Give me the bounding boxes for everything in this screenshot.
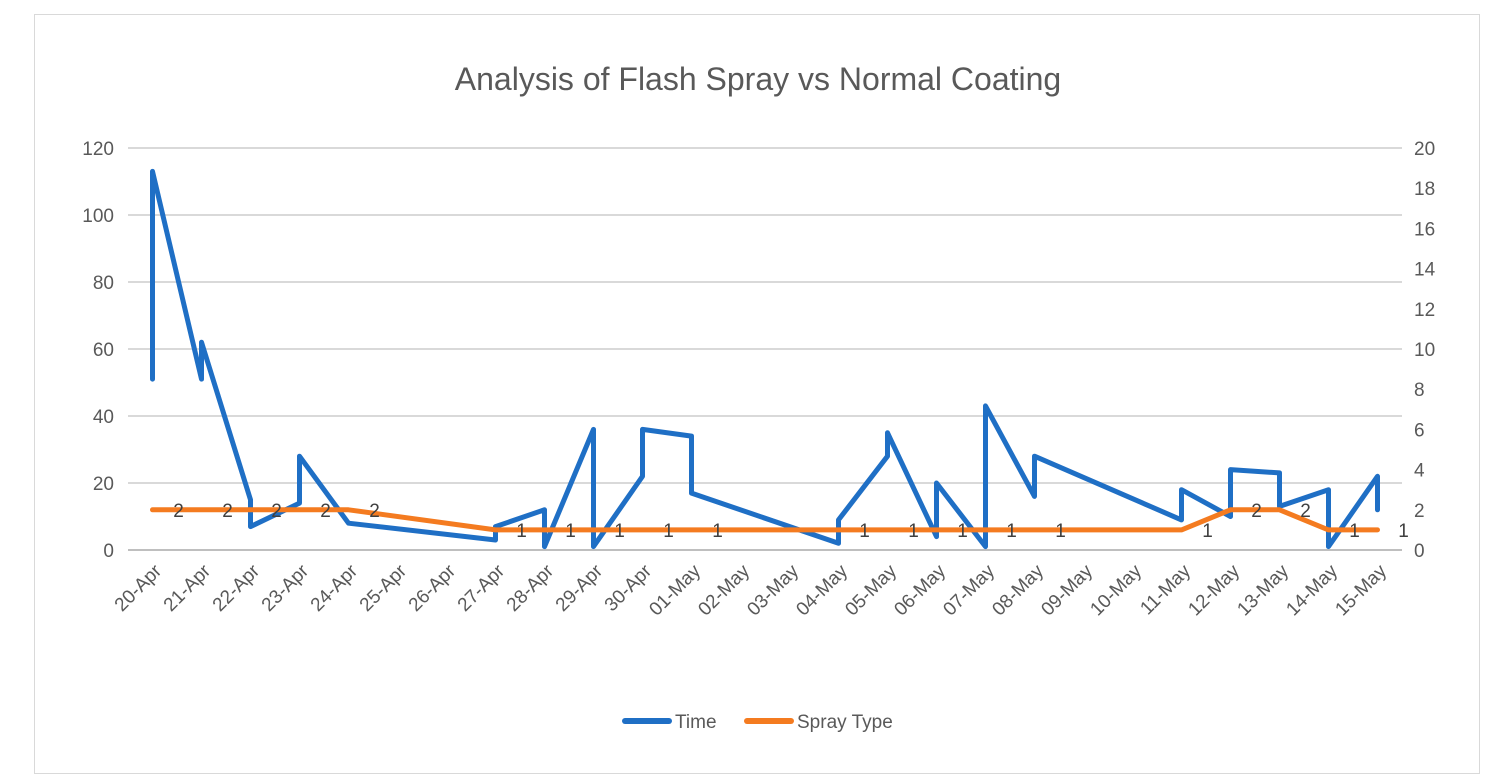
x-tick-label: 05-May [841,560,901,620]
legend-label-time: Time [675,712,717,733]
data-label: 2 [271,501,282,522]
x-tick-label: 23-Apr [258,560,314,616]
x-tick-label: 26-Apr [405,560,461,616]
x-tick-label: 06-May [890,560,950,620]
y-right-tick-label: 0 [1414,541,1425,562]
data-labels: 2 2 2 2 2 1 1 1 1 1 1 1 1 1 1 1 2 2 1 1 [173,501,1409,542]
y-left-tick-label: 100 [82,206,114,227]
data-label: 1 [712,521,723,542]
y-right-tick-label: 8 [1414,380,1425,401]
x-tick-label: 25-Apr [356,560,412,616]
data-label: 1 [1006,521,1017,542]
y-left-tick-label: 40 [93,407,114,428]
y-right-tick-label: 18 [1414,179,1435,200]
y-right-tick-label: 14 [1414,260,1436,281]
y-left-tick-label: 20 [93,474,114,495]
data-label: 1 [516,521,527,542]
y-right-tick-label: 20 [1414,139,1435,160]
data-label: 1 [957,521,968,542]
x-tick-label: 11-May [1136,560,1195,619]
data-label: 1 [565,521,576,542]
x-tick-label: 08-May [988,560,1048,620]
x-tick-label: 01-May [645,560,705,620]
y-axis-right: 0 2 4 6 8 10 12 14 16 18 20 [1414,139,1436,562]
x-tick-label: 21-Apr [160,560,216,616]
y-right-tick-label: 12 [1414,300,1435,321]
x-tick-label: 29-Apr [552,560,608,616]
x-tick-label: 27-Apr [454,560,510,616]
x-tick-label: 28-Apr [503,560,559,616]
y-right-tick-label: 6 [1414,420,1425,441]
x-tick-label: 04-May [792,560,852,620]
legend-label-spray-type: Spray Type [797,712,893,733]
data-label: 1 [1202,521,1213,542]
chart-title: Analysis of Flash Spray vs Normal Coatin… [455,61,1061,97]
data-label: 2 [369,501,380,522]
data-label: 2 [173,501,184,522]
x-tick-label: 13-May [1233,560,1293,620]
x-tick-label: 03-May [743,560,803,620]
data-label: 2 [320,501,331,522]
data-label: 1 [859,521,870,542]
data-label: 2 [1300,501,1311,522]
x-tick-label: 10-May [1086,560,1146,620]
x-tick-label: 02-May [694,560,754,620]
x-tick-label: 24-Apr [307,560,363,616]
series-line-time [150,168,1380,550]
y-left-tick-label: 120 [82,139,114,160]
y-left-tick-label: 80 [93,273,114,294]
y-right-tick-label: 16 [1414,219,1435,240]
x-tick-label: 22-Apr [209,560,265,616]
x-tick-label: 09-May [1037,560,1097,620]
y-axis-left: 0 20 40 60 80 100 120 [82,139,114,562]
x-tick-label: 07-May [939,560,999,620]
y-left-tick-label: 0 [103,541,114,562]
gridlines [128,147,1402,551]
series-line-spray-type [150,507,1380,533]
legend: Time Spray Type [622,712,893,733]
data-label: 2 [222,501,233,522]
data-label: 1 [908,521,919,542]
y-right-tick-label: 4 [1414,461,1425,482]
y-right-tick-label: 2 [1414,501,1425,522]
y-left-tick-label: 60 [93,340,114,361]
data-label: 1 [1055,521,1066,542]
data-label: 2 [1251,501,1262,522]
x-axis: 20-Apr21-Apr22-Apr23-Apr24-Apr25-Apr26-A… [111,560,1392,620]
chart: Analysis of Flash Spray vs Normal Coatin… [82,61,1436,733]
data-label: 1 [1398,521,1409,542]
chart-frame: Analysis of Flash Spray vs Normal Coatin… [34,14,1480,774]
x-tick-label: 20-Apr [111,560,167,616]
x-tick-label: 15-May [1331,560,1391,620]
x-tick-label: 12-May [1184,560,1244,620]
y-right-tick-label: 10 [1414,340,1435,361]
data-label: 1 [614,521,625,542]
plot-area [150,168,1380,550]
data-label: 1 [1349,521,1360,542]
data-label: 1 [663,521,674,542]
x-tick-label: 14-May [1282,560,1342,620]
